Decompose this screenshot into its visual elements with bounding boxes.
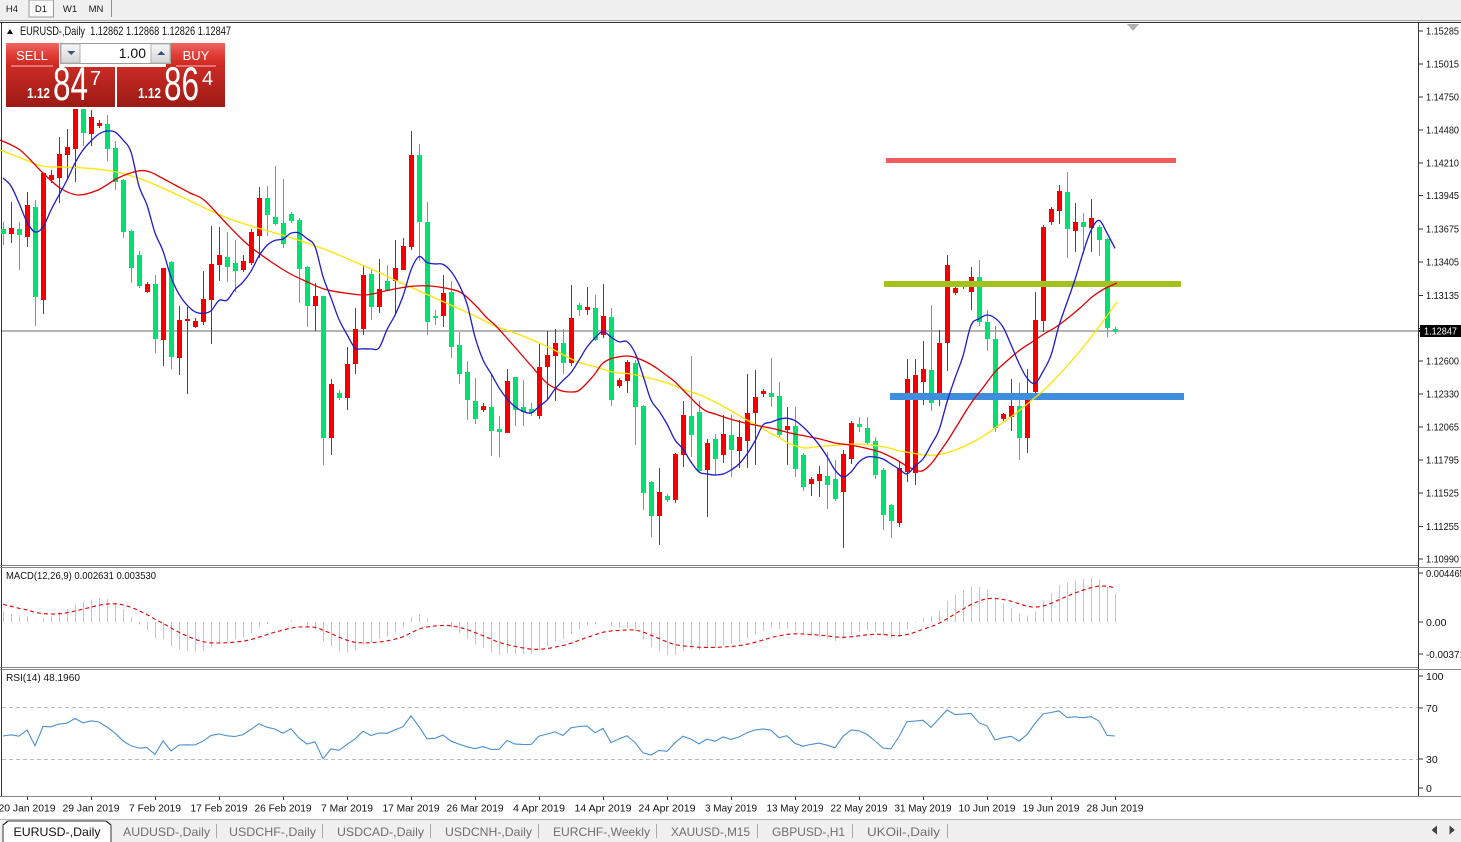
svg-text:1.14480: 1.14480 <box>1426 125 1459 137</box>
svg-text:D1: D1 <box>35 4 47 15</box>
svg-text:1.13135: 1.13135 <box>1426 290 1459 302</box>
svg-text:1.15285: 1.15285 <box>1426 26 1459 38</box>
svg-text:1.13945: 1.13945 <box>1426 190 1459 202</box>
svg-text:20 Jan 2019: 20 Jan 2019 <box>0 803 56 815</box>
svg-text:1.11255: 1.11255 <box>1426 521 1459 533</box>
svg-text:30: 30 <box>1426 754 1438 766</box>
svg-text:EURUSD-,Daily 1.12862 1.12868: EURUSD-,Daily 1.12862 1.12868 1.12826 1.… <box>20 24 231 38</box>
svg-text:26 Feb 2019: 26 Feb 2019 <box>255 803 312 815</box>
svg-text:EURCHF-,Weekly: EURCHF-,Weekly <box>553 825 650 839</box>
svg-text:EURUSD-,Daily: EURUSD-,Daily <box>14 825 101 839</box>
svg-text:USDCHF-,Daily: USDCHF-,Daily <box>229 825 316 839</box>
svg-text:1.00: 1.00 <box>119 45 146 61</box>
svg-text:84: 84 <box>53 57 88 110</box>
svg-text:USDCNH-,Daily: USDCNH-,Daily <box>445 825 532 839</box>
svg-text:MN: MN <box>89 4 104 15</box>
svg-text:17 Feb 2019: 17 Feb 2019 <box>191 803 248 815</box>
svg-text:0.00: 0.00 <box>1426 617 1447 629</box>
svg-text:1.12847: 1.12847 <box>1424 326 1457 338</box>
svg-text:4 Apr 2019: 4 Apr 2019 <box>513 803 565 815</box>
svg-text:USDCAD-,Daily: USDCAD-,Daily <box>337 825 424 839</box>
svg-text:1.11525: 1.11525 <box>1426 488 1459 500</box>
svg-text:1.10990: 1.10990 <box>1426 554 1459 566</box>
svg-text:1.15015: 1.15015 <box>1426 59 1459 71</box>
svg-text:3 May 2019: 3 May 2019 <box>705 803 757 815</box>
svg-text:1.14750: 1.14750 <box>1426 91 1459 103</box>
svg-text:UKOil-,Daily: UKOil-,Daily <box>867 825 940 839</box>
svg-text:AUDUSD-,Daily: AUDUSD-,Daily <box>123 825 210 839</box>
svg-text:26 Mar 2019: 26 Mar 2019 <box>447 803 504 815</box>
svg-text:31 May 2019: 31 May 2019 <box>895 803 952 815</box>
svg-text:GBPUSD-,H1: GBPUSD-,H1 <box>772 825 845 839</box>
svg-text:19 Jun 2019: 19 Jun 2019 <box>1023 803 1080 815</box>
svg-text:H4: H4 <box>6 4 18 15</box>
svg-text:1.13675: 1.13675 <box>1426 223 1459 235</box>
svg-text:1.12065: 1.12065 <box>1426 421 1459 433</box>
svg-text:0.0044650: 0.0044650 <box>1426 568 1461 580</box>
svg-text:22 May 2019: 22 May 2019 <box>831 803 888 815</box>
svg-text:1.12600: 1.12600 <box>1426 356 1459 368</box>
svg-text:1.12: 1.12 <box>27 85 50 102</box>
svg-text:1.13405: 1.13405 <box>1426 257 1459 269</box>
svg-text:10 Jun 2019: 10 Jun 2019 <box>959 803 1016 815</box>
svg-text:7: 7 <box>90 68 101 90</box>
svg-text:7 Feb 2019: 7 Feb 2019 <box>129 803 181 815</box>
svg-text:7 Mar 2019: 7 Mar 2019 <box>321 803 373 815</box>
svg-text:0: 0 <box>1426 783 1432 795</box>
svg-text:100: 100 <box>1426 671 1444 683</box>
svg-text:28 Jun 2019: 28 Jun 2019 <box>1087 803 1144 815</box>
svg-text:RSI(14) 48.1960: RSI(14) 48.1960 <box>6 672 80 684</box>
svg-text:-0.0037150: -0.0037150 <box>1426 649 1461 661</box>
svg-text:1.12: 1.12 <box>138 85 161 102</box>
svg-text:BUY: BUY <box>183 48 210 63</box>
svg-text:13 May 2019: 13 May 2019 <box>767 803 824 815</box>
svg-text:24 Apr 2019: 24 Apr 2019 <box>639 803 696 815</box>
svg-text:70: 70 <box>1426 703 1438 715</box>
svg-text:29 Jan 2019: 29 Jan 2019 <box>63 803 120 815</box>
svg-text:17 Mar 2019: 17 Mar 2019 <box>383 803 440 815</box>
svg-text:86: 86 <box>164 57 199 110</box>
svg-text:W1: W1 <box>63 4 77 15</box>
svg-text:1.11795: 1.11795 <box>1426 455 1459 467</box>
svg-text:XAUUSD-,M15: XAUUSD-,M15 <box>671 825 750 839</box>
svg-text:SELL: SELL <box>16 48 48 63</box>
svg-text:1.14210: 1.14210 <box>1426 158 1459 170</box>
svg-text:1.12330: 1.12330 <box>1426 389 1459 401</box>
svg-text:4: 4 <box>202 68 213 90</box>
svg-text:MACD(12,26,9) 0.002631 0.00353: MACD(12,26,9) 0.002631 0.003530 <box>6 570 156 582</box>
svg-text:14 Apr 2019: 14 Apr 2019 <box>575 803 632 815</box>
